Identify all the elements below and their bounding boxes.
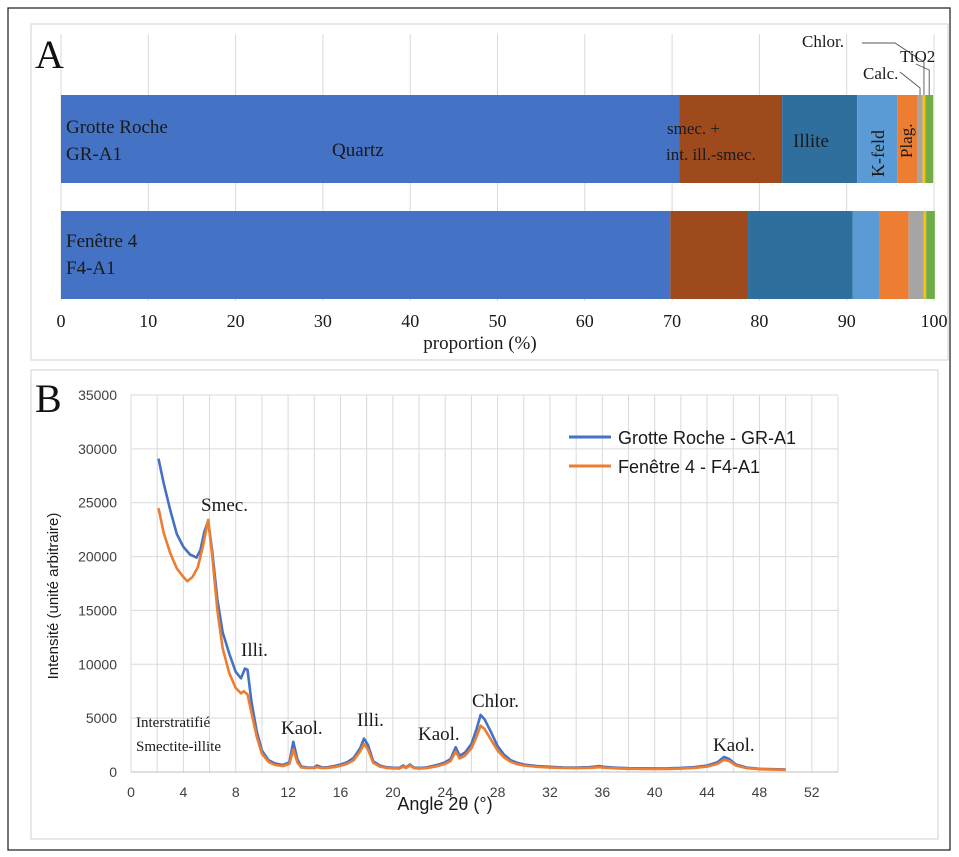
annotation-chlor: Chlor. [472, 691, 519, 712]
bar-segment-plag [897, 95, 918, 183]
panel-a-x-tick-labels: 0 10 20 30 40 50 60 70 80 90 100 [57, 311, 948, 331]
annotation-smec: Smec. [201, 495, 248, 516]
panel-b-x-tick-label: 8 [232, 784, 240, 800]
panel-a-x-tick-label: 50 [489, 311, 507, 331]
leader-line-chlor [862, 42, 925, 95]
segment-label-smec-line2: int. ill.-smec. [666, 145, 756, 164]
bar-segment-smec-int-ill-smec [670, 211, 749, 299]
panel-a-x-tick-label: 100 [921, 311, 948, 331]
panel-b-y-tick-label: 30000 [78, 441, 117, 457]
leader-line-tio2 [915, 63, 930, 95]
segment-label-chlor: Chlor. [802, 32, 844, 51]
annotation-kaol-1: Kaol. [281, 718, 323, 739]
leader-line-calc [899, 71, 921, 95]
panel-b-y-tick-label: 15000 [78, 602, 117, 618]
category-label-gr-line1: Grotte Roche [66, 117, 168, 138]
panel-b-x-tick-label: 40 [647, 784, 663, 800]
series-line-fenetre-4 [157, 507, 786, 772]
panel-a-x-tick-label: 40 [401, 311, 419, 331]
panel-b-y-tick-label: 5000 [86, 710, 117, 726]
panel-b-border [30, 369, 939, 840]
panel-b-x-tick-label: 44 [699, 784, 715, 800]
bar-segment-plag [879, 211, 909, 299]
segment-label-kfeld: K-feld [868, 130, 888, 177]
legend-label-f4: Fenêtre 4 - F4-A1 [618, 457, 760, 477]
panel-a-label: A [35, 32, 64, 77]
bar-segment-chlor [923, 211, 927, 299]
panel-b-x-tick-label: 28 [490, 784, 506, 800]
panel-a-x-tick-label: 60 [576, 311, 594, 331]
annotation-kaol-3: Kaol. [713, 735, 755, 756]
segment-label-smec-line1: smec. + [667, 119, 720, 138]
panel-b-y-tick-labels: 0 5000 10000 15000 20000 25000 30000 35000 [78, 387, 117, 780]
panel-a-bars [61, 95, 935, 299]
bar-segment-chlor [922, 95, 926, 183]
panel-b-x-axis-title: Angle 2θ (°) [397, 794, 492, 814]
bar-segment-tio2 [925, 95, 934, 183]
panel-b-x-tick-label: 52 [804, 784, 820, 800]
panel-b-gridlines [130, 394, 839, 773]
panel-a-x-tick-label: 0 [57, 311, 66, 331]
panel-b-x-tick-label: 16 [333, 784, 349, 800]
panel-b-y-tick-label: 35000 [78, 387, 117, 403]
panel-b-x-tick-label: 32 [542, 784, 558, 800]
panel-b-chart: 0 4 8 12 16 20 24 28 32 36 40 44 48 52 05000100001500… [30, 369, 939, 840]
bar-segment-k-feld [852, 211, 880, 299]
bar-segment-k-feld [857, 95, 898, 183]
bar-segment-tio2 [926, 211, 935, 299]
panel-b-label: B [35, 376, 62, 421]
bar-segment-calc [917, 95, 923, 183]
panel-b-x-tick-label: 12 [280, 784, 296, 800]
bar-segment-quartz [61, 211, 671, 299]
panel-b-x-tick-label: 0 [127, 784, 135, 800]
annotation-illi-1: Illi. [241, 640, 268, 661]
panel-a-x-tick-label: 20 [227, 311, 245, 331]
segment-label-calc: Calc. [863, 64, 898, 83]
panel-a-chart: 0 10 20 30 40 50 60 70 80 90 100 A Grotte Roche GR… [30, 23, 949, 361]
annotation-smectite-illite: Smectite-illite [136, 739, 221, 755]
panel-b-x-tick-label: 48 [752, 784, 768, 800]
annotation-kaol-2: Kaol. [418, 724, 460, 745]
annotation-interstratifie: Interstratifié [136, 715, 210, 731]
panel-a-x-tick-label: 70 [663, 311, 681, 331]
panel-b-x-tick-label: 4 [179, 784, 187, 800]
legend: Grotte Roche - GR-A1 Fenêtre 4 - F4-A1 [569, 428, 796, 477]
panel-a-x-axis-title: proportion (%) [423, 333, 536, 354]
panel-b-series-lines [157, 458, 786, 772]
panel-b-y-tick-label: 10000 [78, 656, 117, 672]
panel-b-y-tick-label: 20000 [78, 549, 117, 565]
panel-a-x-tick-label: 30 [314, 311, 332, 331]
panel-a-leader-lines [862, 42, 930, 95]
panel-b-x-tick-labels: 0 4 8 12 16 20 24 28 32 36 40 44 48 52 [127, 784, 820, 800]
segment-label-tio2: TiO2 [900, 47, 935, 66]
bar-segment-illite [748, 211, 853, 299]
segment-label-illite: Illite [793, 131, 829, 152]
annotation-illi-2: Illi. [357, 710, 384, 731]
panel-a-x-tick-label: 80 [750, 311, 768, 331]
legend-label-gr: Grotte Roche - GR-A1 [618, 428, 796, 448]
segment-label-plag: Plag. [897, 124, 916, 158]
bar-segment-calc [908, 211, 924, 299]
category-label-f4-line2: F4-A1 [66, 258, 116, 279]
panel-a-x-tick-label: 90 [838, 311, 856, 331]
panel-a-border [30, 23, 949, 361]
panel-b-x-tick-label: 24 [437, 784, 453, 800]
panel-b-y-tick-label: 25000 [78, 495, 117, 511]
category-label-f4-line1: Fenêtre 4 [66, 231, 138, 252]
panel-a-x-tick-label: 10 [139, 311, 157, 331]
bar-segment-quartz [61, 95, 680, 183]
panel-b-y-axis-title: Intensité (unité arbitraire) [45, 513, 62, 680]
panel-b-x-tick-label: 20 [385, 784, 401, 800]
bar-segment-illite [782, 95, 858, 183]
bar-segment-smec-int-ill-smec [679, 95, 783, 183]
panel-b-x-tick-label: 36 [595, 784, 611, 800]
segment-label-quartz: Quartz [332, 140, 384, 161]
category-label-gr-line2: GR-A1 [66, 144, 122, 165]
panel-b-y-tick-label: 0 [109, 764, 117, 780]
